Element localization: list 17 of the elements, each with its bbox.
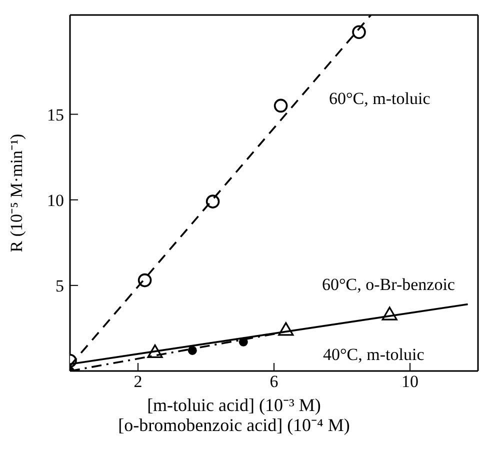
point	[352, 25, 366, 40]
y-tick-label: 5	[56, 276, 64, 296]
y-axis-title: R (10⁻⁵ M·min⁻¹)	[7, 134, 26, 252]
y-tick-label: 10	[47, 190, 64, 210]
point	[188, 346, 197, 355]
x-tick-label: 2	[134, 372, 142, 392]
annotation: 40°C, m-toluic	[323, 344, 425, 364]
x-tick-label: 10	[402, 372, 418, 392]
point	[238, 337, 248, 346]
point	[138, 273, 152, 288]
y-tick-label: 15	[47, 105, 64, 124]
annotation: 60°C, o-Br-benzoic	[322, 274, 456, 294]
point	[206, 194, 220, 208]
x-axis-title: [m-toluic acid] (10⁻³ M) [o-bromobenzoic acid] (10⁻⁴ M)	[118, 395, 350, 435]
annotation: 60°C, m-toluic	[329, 88, 431, 108]
point	[274, 98, 288, 113]
x-tick-label: 6	[270, 372, 278, 392]
